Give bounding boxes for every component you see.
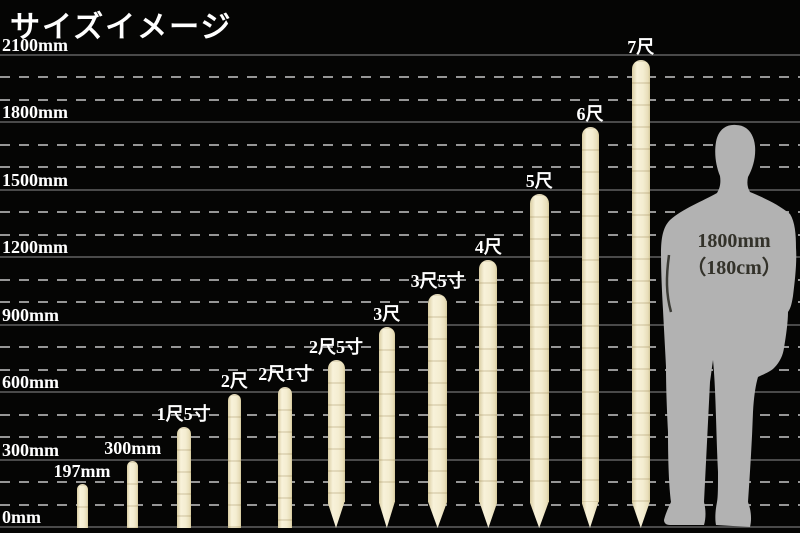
person-silhouette xyxy=(661,124,797,527)
stake-body xyxy=(278,387,293,528)
stake-height-label: 7尺 xyxy=(627,37,655,58)
axis-tick-label: 2100mm xyxy=(2,35,68,55)
gridline-minor xyxy=(0,301,800,304)
stake xyxy=(227,393,241,528)
stake-body xyxy=(479,260,498,502)
stake-point-tip xyxy=(479,501,498,528)
axis-tick-label: 1800mm xyxy=(2,102,68,123)
person-height-mm: 1800mm xyxy=(697,230,771,252)
gridline-major xyxy=(0,256,800,259)
gridline-minor xyxy=(0,166,800,169)
stake-point-tip xyxy=(581,501,599,528)
stake-height-label: 2尺 xyxy=(220,370,248,391)
gridline-minor xyxy=(0,503,800,506)
stake xyxy=(127,461,139,528)
gridline-major xyxy=(0,54,800,56)
stake-height-label: 3尺5寸 xyxy=(410,270,465,291)
gridline-minor xyxy=(0,481,800,484)
gridline-major xyxy=(0,391,800,394)
gridline-minor xyxy=(0,413,800,416)
person-height-label: 1800mm （180cm） xyxy=(668,228,800,282)
gridline-minor xyxy=(0,143,800,146)
page-title: サイズイメージ xyxy=(10,11,233,44)
gridline-major xyxy=(0,458,800,461)
stake-height-label: 3尺 xyxy=(373,304,401,325)
person-arm-crease xyxy=(665,254,673,313)
stake xyxy=(76,483,88,528)
stake-point-tip xyxy=(327,501,345,528)
stake-height-label: 5尺 xyxy=(525,170,553,191)
gridline-minor xyxy=(0,368,800,371)
person-body-shape xyxy=(661,124,797,527)
stake-height-label: 2尺5寸 xyxy=(309,337,363,358)
axis-tick-label: 1500mm xyxy=(2,169,68,190)
person-height-cm: （180cm） xyxy=(686,257,782,279)
stake-point-tip xyxy=(428,501,448,528)
axis-tick-label: 0mm xyxy=(2,507,41,527)
gridline-minor xyxy=(0,76,800,79)
stake-point-tip xyxy=(378,501,395,528)
gridline-minor xyxy=(0,98,800,101)
gridline-major xyxy=(0,323,800,326)
stake-body xyxy=(227,393,241,528)
stake xyxy=(581,127,599,528)
stake xyxy=(428,293,448,528)
stake-height-label: 300mm xyxy=(104,438,162,458)
axis-tick-label: 600mm xyxy=(2,372,59,393)
axis-tick-label: 300mm xyxy=(2,439,59,460)
gridline-minor xyxy=(0,233,800,236)
stake xyxy=(631,60,650,528)
gridline-minor xyxy=(0,436,800,439)
axis-tick-label: 1200mm xyxy=(2,237,68,258)
stake-body xyxy=(378,327,395,502)
stake xyxy=(278,387,293,528)
stake-body xyxy=(631,60,650,502)
gridline-major xyxy=(0,121,800,124)
stake xyxy=(378,327,395,528)
stake xyxy=(327,360,345,528)
stake xyxy=(479,260,498,528)
gridline-major xyxy=(0,526,800,528)
gridline-minor xyxy=(0,211,800,214)
stake-height-label: 197mm xyxy=(53,460,111,481)
stake-height-label: 4尺 xyxy=(474,237,502,258)
gridline-minor xyxy=(0,278,800,281)
gridline-minor xyxy=(0,346,800,349)
stake-point-tip xyxy=(631,501,650,528)
gridline-major xyxy=(0,188,800,191)
stake-body xyxy=(428,293,448,502)
stake-body xyxy=(176,426,191,528)
stake-body xyxy=(127,461,139,528)
stake-body xyxy=(529,193,549,502)
stake-height-label: 2尺1寸 xyxy=(258,364,313,385)
axis-tick-label: 900mm xyxy=(2,304,59,325)
stake-body xyxy=(581,127,599,502)
stake xyxy=(529,193,549,528)
stake-body xyxy=(76,483,88,528)
stake-height-label: 1尺5寸 xyxy=(156,403,211,424)
stake-height-label: 6尺 xyxy=(576,104,604,125)
stake-body xyxy=(327,360,345,502)
stake xyxy=(176,426,191,528)
stake-point-tip xyxy=(529,501,549,528)
